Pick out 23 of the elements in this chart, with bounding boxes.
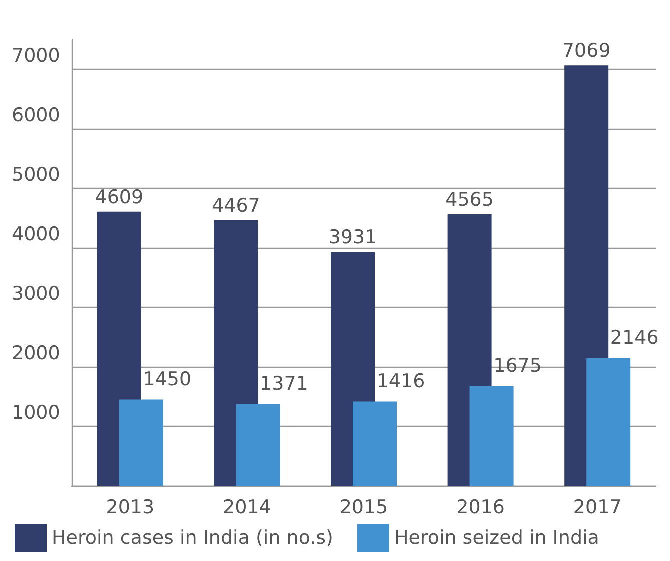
y-tick-label: 6000 bbox=[12, 104, 60, 127]
x-tick-label: 2013 bbox=[106, 496, 155, 518]
x-tick-label: 2016 bbox=[456, 496, 505, 518]
data-label: 1450 bbox=[143, 368, 192, 390]
data-label: 4467 bbox=[212, 194, 260, 217]
legend-label: Heroin seized in India bbox=[394, 527, 600, 549]
y-tick-label: 2000 bbox=[12, 342, 60, 365]
data-label: 3931 bbox=[328, 226, 378, 249]
data-label: 1371 bbox=[260, 372, 308, 395]
data-label: 7069 bbox=[562, 40, 611, 62]
y-tick-label: 5000 bbox=[12, 164, 60, 186]
legend-label: Heroin cases in India (in no.s) bbox=[52, 527, 334, 549]
data-label: 1416 bbox=[376, 370, 426, 392]
data-label: 2146 bbox=[610, 326, 659, 349]
data-label: 4565 bbox=[446, 189, 494, 212]
x-tick-label: 2017 bbox=[573, 496, 622, 518]
y-tick-label: 1000 bbox=[12, 402, 60, 424]
data-label: 4609 bbox=[95, 186, 144, 208]
y-tick-label: 3000 bbox=[12, 283, 60, 306]
y-tick-label: 4000 bbox=[12, 224, 60, 246]
x-tick-label: 2014 bbox=[223, 496, 272, 518]
x-tick-label: 2015 bbox=[340, 496, 388, 518]
y-tick-label: 7000 bbox=[12, 45, 60, 68]
